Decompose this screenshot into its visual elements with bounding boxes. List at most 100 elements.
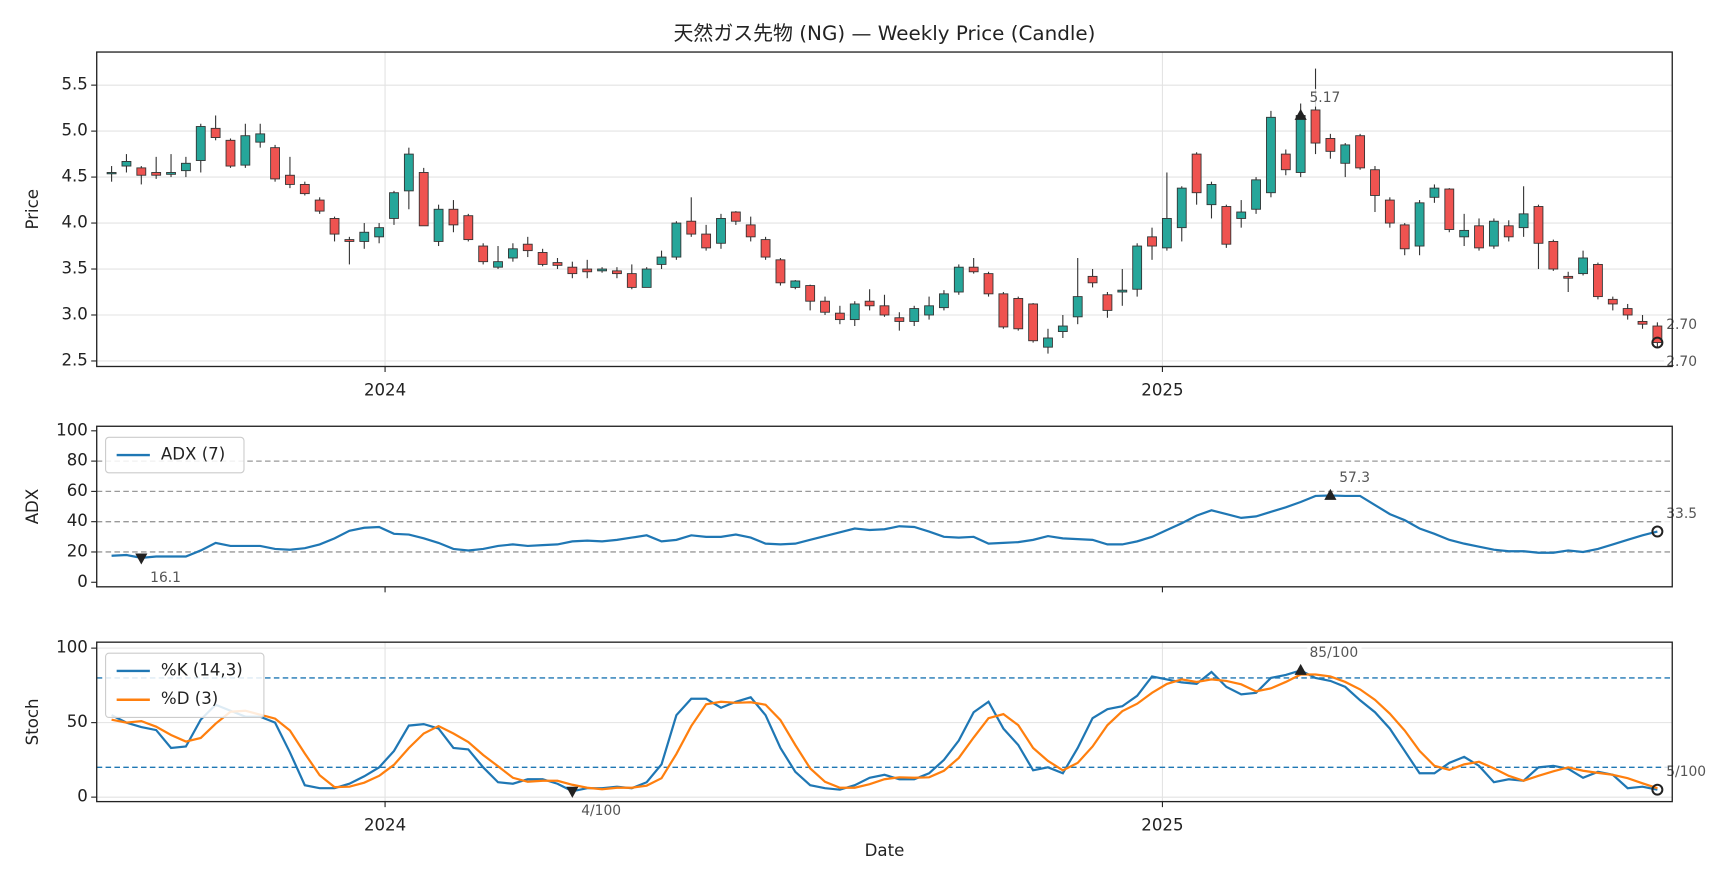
y-tick-label: 40: [67, 511, 88, 530]
candle-body: [626, 273, 637, 288]
candle-body: [1340, 144, 1351, 164]
candle-body: [894, 317, 905, 322]
candle-body: [1280, 153, 1291, 171]
legend-label: %D (3): [161, 689, 218, 708]
candle-body: [1474, 225, 1484, 249]
candle-body: [641, 268, 652, 288]
annotation-marker: [1324, 488, 1337, 500]
candle-body: [1072, 296, 1083, 318]
x-tick-label: 2024: [364, 815, 406, 834]
candle-body: [270, 147, 280, 180]
candle-body: [790, 280, 801, 288]
candle-body: [1206, 183, 1217, 206]
candle-body: [849, 303, 860, 321]
series-line: [111, 669, 1658, 793]
annotation-box: [147, 568, 186, 587]
candle-body: [1310, 109, 1321, 144]
annotation-box: [1664, 504, 1702, 523]
candle-body: [1399, 224, 1410, 250]
candle-body: [567, 266, 578, 275]
x-tick-label: 2024: [364, 380, 406, 399]
candle-body: [716, 218, 726, 244]
annotation-text: 2.70: [1666, 354, 1697, 370]
annotation-box: [1307, 643, 1362, 662]
candle-body: [805, 285, 816, 302]
y-tick-label: 5.0: [61, 121, 87, 140]
candle-body: [1221, 206, 1232, 245]
legend-label: %K (14,3): [161, 660, 243, 679]
candle-body: [834, 312, 845, 321]
candle-body: [1533, 206, 1544, 244]
candle-body: [344, 239, 355, 242]
candle-body: [1444, 188, 1455, 230]
candle-body: [418, 172, 429, 227]
candle-body: [1325, 138, 1336, 152]
candle-body: [478, 245, 489, 263]
candle-body: [1102, 294, 1113, 311]
annotation-box: [1664, 316, 1702, 334]
candle-body: [121, 161, 132, 167]
candle-body: [582, 268, 593, 273]
candle-body: [106, 172, 117, 175]
y-tick-label: 100: [56, 638, 88, 657]
candle-body: [1087, 275, 1098, 284]
candle-body: [552, 262, 563, 266]
series-line: [111, 673, 1658, 791]
series-line: [111, 494, 1658, 559]
candle-body: [1355, 135, 1366, 169]
candle-body: [983, 273, 994, 295]
candle-body: [864, 300, 875, 307]
candle-body: [1295, 115, 1306, 173]
annotation-text: 57.3: [1339, 470, 1370, 486]
candle-body: [760, 239, 771, 258]
candle-body: [493, 261, 503, 268]
plot-frame: [96, 641, 1673, 803]
candle-body: [1370, 169, 1380, 196]
y-tick-label: 60: [67, 481, 88, 500]
candle-body: [1384, 199, 1395, 224]
candle-body: [1548, 240, 1559, 270]
y-tick-label: 4.0: [61, 213, 87, 232]
candle-body: [180, 162, 191, 172]
annotation-marker: [1294, 663, 1307, 675]
candle-body: [968, 266, 979, 273]
candle-body: [1429, 187, 1440, 198]
annotation-marker: [1651, 336, 1664, 349]
y-tick-label: 2.5: [61, 350, 87, 369]
candle-body: [329, 218, 340, 235]
candle-body: [1043, 337, 1053, 348]
candle-body: [255, 133, 266, 143]
y-tick-label: 20: [67, 541, 88, 560]
candle-body: [1236, 211, 1247, 219]
candle-body: [1652, 325, 1663, 344]
candle-body: [1176, 187, 1187, 229]
candle-body: [136, 167, 147, 176]
candle-body: [1593, 263, 1603, 298]
candle-body: [1622, 308, 1633, 316]
candle-body: [522, 243, 533, 252]
candle-body: [1251, 179, 1261, 210]
annotation-marker: [566, 786, 579, 798]
candle-body: [998, 293, 1009, 328]
candle-body: [939, 293, 949, 309]
candle-body: [701, 233, 712, 249]
candle-body: [730, 211, 741, 222]
annotation-box: [1307, 88, 1345, 107]
candle-body: [1132, 245, 1143, 290]
candle-body: [1013, 297, 1024, 330]
candle-body: [299, 183, 310, 195]
y-tick-label: 50: [67, 712, 88, 731]
candle-body: [359, 231, 370, 242]
candle-body: [433, 208, 444, 242]
legend-label: ADX (7): [161, 445, 225, 464]
annotation-text: 5/100: [1666, 764, 1706, 780]
candle-body: [225, 139, 236, 167]
y-axis-label: Stoch: [23, 698, 42, 745]
candle-body: [1578, 257, 1588, 275]
candle-body: [879, 305, 890, 316]
y-tick-label: 100: [56, 420, 88, 439]
legend-box: [105, 652, 265, 719]
candle-body: [612, 270, 622, 275]
candle-body: [1414, 202, 1425, 247]
